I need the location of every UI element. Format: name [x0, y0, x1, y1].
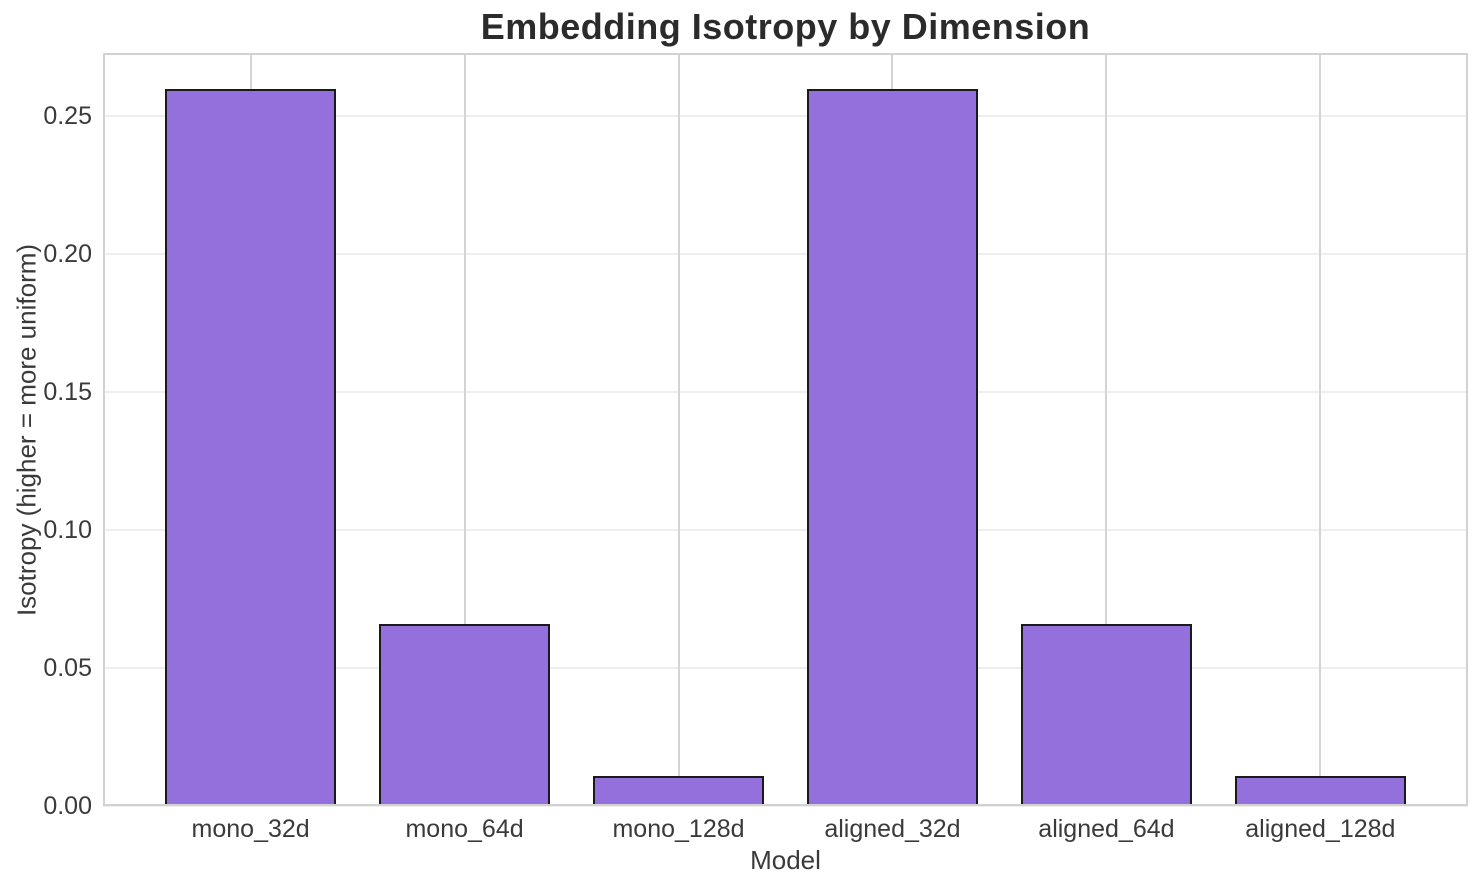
x-tick-label: aligned_64d [1038, 815, 1175, 843]
bar-mono_64d [378, 623, 551, 806]
y-tick-label: 0.25 [43, 102, 92, 131]
x-tick-label: mono_32d [191, 815, 310, 843]
bar-mono_32d [165, 88, 337, 806]
x-tick-label: mono_128d [612, 815, 745, 843]
gridline-horizontal [103, 805, 1468, 807]
bar-mono_128d [592, 775, 765, 806]
x-tick-label: aligned_128d [1245, 815, 1396, 843]
y-tick-label: 0.15 [43, 378, 92, 407]
gridline-horizontal [103, 253, 1468, 256]
y-axis-label: Isotropy (higher = more uniform) [11, 243, 42, 617]
plot-area [103, 53, 1468, 807]
x-axis-label: Model [750, 845, 821, 875]
y-tick-label: 0.20 [43, 240, 92, 269]
bar-aligned_64d [1020, 623, 1192, 806]
gridline-horizontal [103, 529, 1468, 532]
gridline-horizontal [103, 115, 1468, 118]
gridline-vertical [677, 53, 680, 806]
y-tick-label: 0.05 [43, 654, 92, 683]
x-tick-label: aligned_32d [824, 815, 961, 843]
gridline-horizontal [103, 667, 1468, 670]
y-tick-label: 0.00 [43, 792, 92, 820]
y-tick-label: 0.10 [43, 516, 92, 545]
gridline-horizontal [103, 391, 1468, 394]
gridline-vertical [1319, 53, 1322, 806]
gridline-vertical [463, 53, 466, 806]
gridline-vertical [1105, 53, 1108, 806]
chart-title: Embedding Isotropy by Dimension [480, 6, 1091, 47]
bar-aligned_32d [806, 88, 979, 806]
x-tick-label: mono_64d [405, 815, 524, 843]
bar-aligned_128d [1234, 775, 1406, 806]
